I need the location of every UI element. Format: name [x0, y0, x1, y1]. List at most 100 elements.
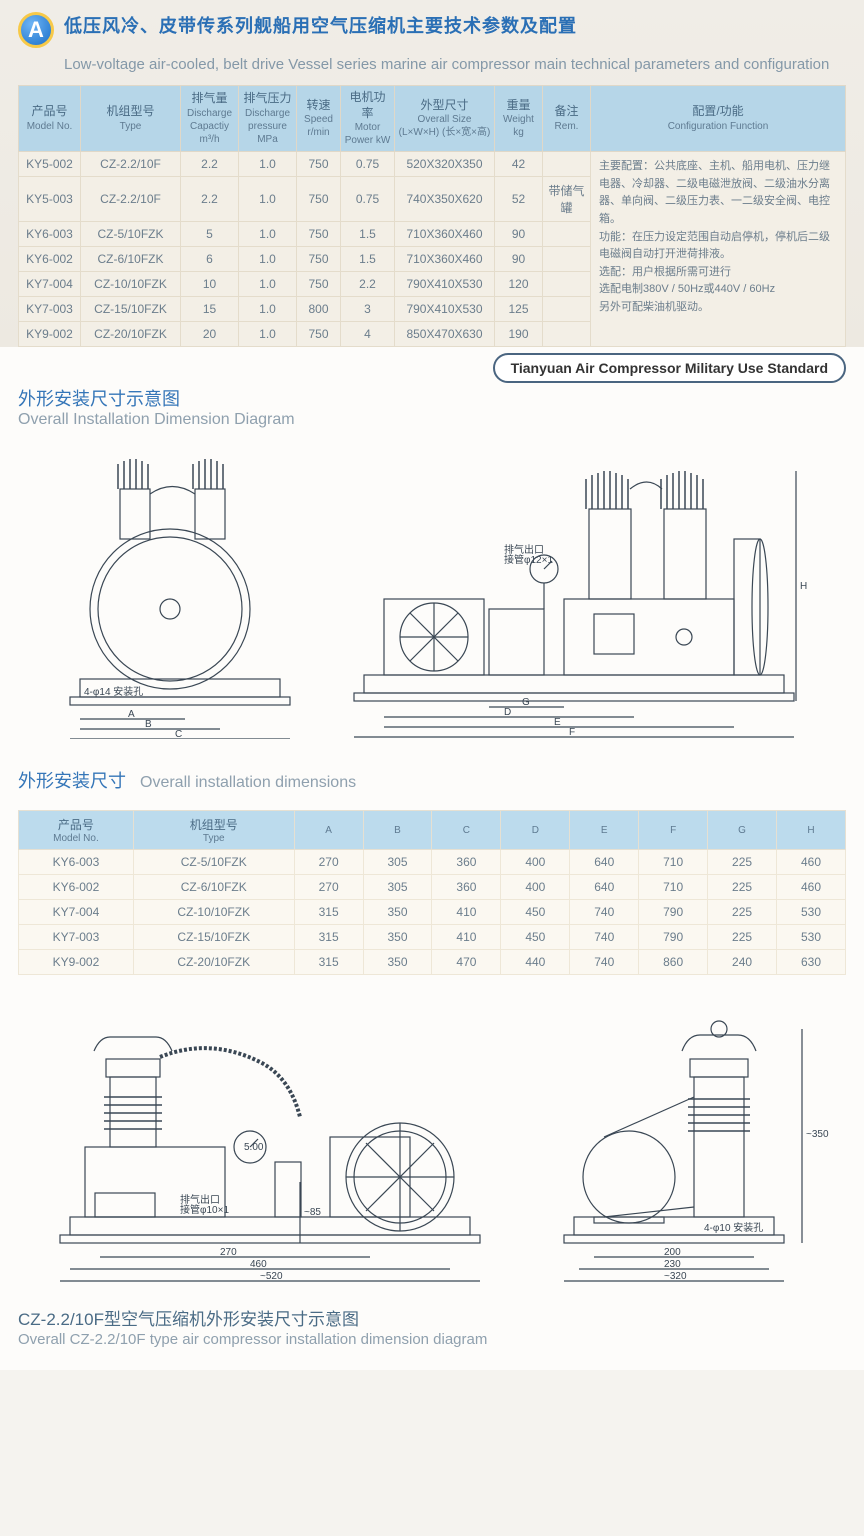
svg-text:~320: ~320 [664, 1271, 687, 1282]
bottom-title-en: Overall CZ-2.2/10F type air compressor i… [18, 1330, 846, 1350]
spec-cell: 0.75 [341, 177, 395, 222]
spec-cell: CZ-2.2/10F [81, 177, 181, 222]
spec-row: KY5-002CZ-2.2/10F2.21.07500.75520X320X35… [19, 152, 846, 177]
spec-cell: CZ-10/10FZK [81, 272, 181, 297]
dims-cell: 270 [294, 875, 363, 900]
spec-cell: 1.0 [239, 247, 297, 272]
dims-cell: 225 [708, 850, 777, 875]
diagram-title-cn: 外形安装尺寸示意图 [18, 385, 846, 411]
dims-cell: 450 [501, 925, 570, 950]
spec-cell: 1.0 [239, 177, 297, 222]
spec-cell: CZ-20/10FZK [81, 322, 181, 347]
svg-text:接管φ10×1: 接管φ10×1 [180, 1203, 229, 1216]
svg-text:~85: ~85 [304, 1207, 321, 1218]
svg-text:F: F [569, 727, 575, 738]
spec-th: 备注Rem. [543, 86, 591, 152]
spec-cell: KY9-002 [19, 322, 81, 347]
dims-th: D [501, 811, 570, 850]
spec-cell: 850X470X630 [395, 322, 495, 347]
spec-cell [543, 152, 591, 177]
dims-cell: 450 [501, 900, 570, 925]
section-badge: A [18, 12, 54, 48]
spec-cell: 1.0 [239, 322, 297, 347]
spec-th: 电机功率Motor Power kW [341, 86, 395, 152]
spec-cell: 740X350X620 [395, 177, 495, 222]
dims-th: B [363, 811, 432, 850]
spec-cell: 710X360X460 [395, 222, 495, 247]
svg-text:460: 460 [250, 1259, 267, 1270]
spec-cell: KY7-004 [19, 272, 81, 297]
svg-text:4-φ14 安装孔: 4-φ14 安装孔 [84, 685, 143, 698]
svg-text:B: B [145, 719, 152, 730]
spec-cell: 0.75 [341, 152, 395, 177]
spec-cell: 4 [341, 322, 395, 347]
spec-cell: 125 [495, 297, 543, 322]
dims-cell: 225 [708, 900, 777, 925]
dims-cell: 305 [363, 850, 432, 875]
spec-cell [543, 222, 591, 247]
dims-cell: 640 [570, 875, 639, 900]
dims-th: 产品号Model No. [19, 811, 134, 850]
spec-cell: 190 [495, 322, 543, 347]
spec-cell: 1.0 [239, 152, 297, 177]
dims-cell: 350 [363, 900, 432, 925]
spec-table: 产品号Model No.机组型号Type排气量Discharge Capacti… [18, 85, 846, 347]
spec-th: 外型尺寸Overall Size (L×W×H) (长×宽×高) [395, 86, 495, 152]
dims-cell: CZ-15/10FZK [133, 925, 294, 950]
svg-text:A: A [128, 709, 135, 720]
spec-cell: CZ-6/10FZK [81, 247, 181, 272]
dims-cell: CZ-5/10FZK [133, 850, 294, 875]
dims-cell: 350 [363, 950, 432, 975]
spec-cell: KY5-003 [19, 177, 81, 222]
spec-th: 产品号Model No. [19, 86, 81, 152]
dims-cell: CZ-10/10FZK [133, 900, 294, 925]
spec-cell: 1.0 [239, 222, 297, 247]
dims-cell: 400 [501, 875, 570, 900]
standard-pill: Tianyuan Air Compressor Military Use Sta… [493, 353, 846, 383]
diagram-title-en: Overall Installation Dimension Diagram [18, 411, 846, 429]
dims-cell: 225 [708, 875, 777, 900]
svg-text:接管φ12×1: 接管φ12×1 [504, 553, 553, 566]
dims-cell: 315 [294, 925, 363, 950]
dims-row: KY7-004CZ-10/10FZK3153504104507407902255… [19, 900, 846, 925]
dims-cell: KY6-002 [19, 875, 134, 900]
spec-cell: 790X410X530 [395, 272, 495, 297]
spec-cell: CZ-5/10FZK [81, 222, 181, 247]
dims-row: KY7-003CZ-15/10FZK3153504104507407902255… [19, 925, 846, 950]
spec-cell: KY6-003 [19, 222, 81, 247]
dims-cell: 225 [708, 925, 777, 950]
spec-cell: 带储气罐 [543, 177, 591, 222]
spec-cell: 2.2 [181, 177, 239, 222]
dims-cell: 710 [639, 850, 708, 875]
dims-cell: 740 [570, 900, 639, 925]
spec-cell [543, 322, 591, 347]
spec-cell: KY5-002 [19, 152, 81, 177]
spec-cell: 120 [495, 272, 543, 297]
dims-row: KY6-003CZ-5/10FZK27030536040064071022546… [19, 850, 846, 875]
svg-text:G: G [522, 697, 530, 708]
spec-cell: 1.0 [239, 297, 297, 322]
dims-cell: 640 [570, 850, 639, 875]
dims-cell: 460 [777, 850, 846, 875]
page-title-cn: 低压风冷、皮带传系列舰船用空气压缩机主要技术参数及配置 [64, 12, 577, 38]
dims-row: KY6-002CZ-6/10FZK27030536040064071022546… [19, 875, 846, 900]
dims-cell: 400 [501, 850, 570, 875]
dims-th: E [570, 811, 639, 850]
dims-cell: 860 [639, 950, 708, 975]
spec-cell: 42 [495, 152, 543, 177]
spec-cell: 710X360X460 [395, 247, 495, 272]
spec-cell: CZ-15/10FZK [81, 297, 181, 322]
spec-cell: 800 [297, 297, 341, 322]
page-title-en: Low-voltage air-cooled, belt drive Vesse… [64, 54, 846, 75]
spec-cell: 750 [297, 152, 341, 177]
spec-cell: 750 [297, 247, 341, 272]
spec-th: 配置/功能Configuration Function [591, 86, 846, 152]
dims-cell: 350 [363, 925, 432, 950]
dims-cell: 470 [432, 950, 501, 975]
dims-cell: 530 [777, 925, 846, 950]
spec-cell: 90 [495, 222, 543, 247]
spec-cell: 52 [495, 177, 543, 222]
svg-text:5.00: 5.00 [244, 1142, 264, 1153]
spec-cell: KY7-003 [19, 297, 81, 322]
spec-th: 排气压力Discharge pressure MPa [239, 86, 297, 152]
